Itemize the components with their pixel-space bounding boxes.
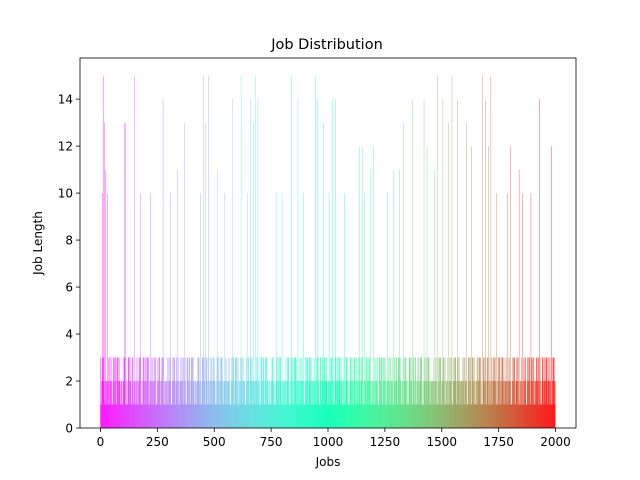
x-tick-label: 1500 xyxy=(426,435,457,449)
y-tick-label: 2 xyxy=(65,375,73,389)
x-tick-label: 1000 xyxy=(313,435,344,449)
x-axis-label: Jobs xyxy=(315,455,341,469)
y-tick-label: 6 xyxy=(65,281,73,295)
x-tick-label: 0 xyxy=(97,435,105,449)
y-axis-label: Job Length xyxy=(31,211,45,276)
x-tick-label: 1750 xyxy=(483,435,514,449)
x-tick-label: 2000 xyxy=(540,435,571,449)
y-axis-ticks: 0 2 4 6 8 10 12 14 xyxy=(58,93,80,436)
x-tick-label: 750 xyxy=(260,435,283,449)
x-tick-label: 1250 xyxy=(370,435,401,449)
y-tick-label: 12 xyxy=(58,140,73,154)
x-tick-label: 250 xyxy=(146,435,169,449)
y-tick-label: 10 xyxy=(58,187,73,201)
chart-title: Job Distribution xyxy=(270,37,383,53)
y-tick-label: 4 xyxy=(65,328,73,342)
bars-group xyxy=(100,75,556,429)
x-axis-ticks: 0 250 500 750 1000 1250 1500 1750 2000 xyxy=(97,428,571,449)
y-tick-label: 0 xyxy=(65,422,73,436)
y-tick-label: 14 xyxy=(58,93,73,107)
y-tick-label: 8 xyxy=(65,234,73,248)
x-tick-label: 500 xyxy=(203,435,226,449)
